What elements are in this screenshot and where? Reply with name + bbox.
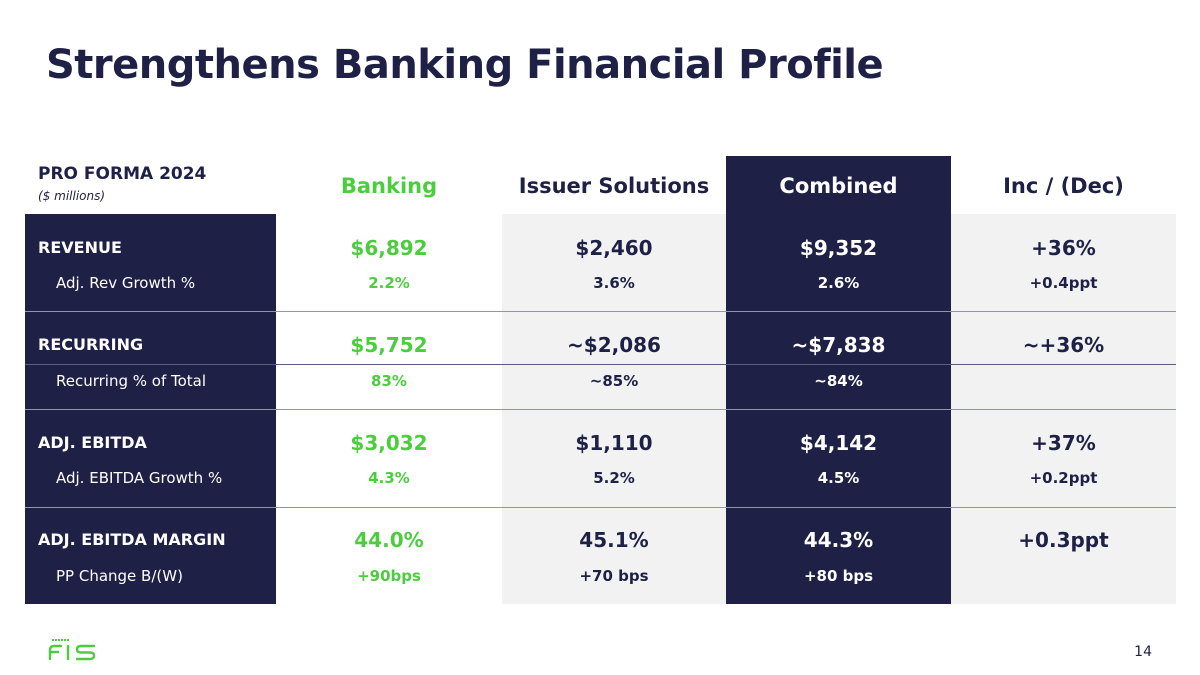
recurring-pct-banking: 83% [371, 372, 407, 390]
ebitda-growth-issuer: 5.2% [593, 469, 635, 487]
revenue-growth-issuer: 3.6% [593, 274, 635, 292]
margin-issuer: 45.1% [579, 528, 649, 552]
row-sublabel-recurring-pct: Recurring % of Total [56, 372, 207, 390]
row-label-adj-ebitda-margin: ADJ. EBITDA MARGIN [38, 530, 226, 549]
row-sublabel-revenue-growth: Adj. Rev Growth % [56, 274, 196, 292]
recurring-combined: ~$7,838 [791, 333, 886, 357]
revenue-banking: $6,892 [350, 236, 428, 260]
column-header-inc-dec: Inc / (Dec) [1003, 174, 1124, 198]
revenue-growth-combined: 2.6% [817, 274, 860, 292]
revenue-inc: +36% [1031, 236, 1096, 260]
column-header-issuer-solutions: Issuer Solutions [518, 174, 710, 198]
pro-forma-label: PRO FORMA 2024 [38, 164, 207, 184]
ebitda-banking: $3,032 [350, 431, 428, 455]
row-label-revenue: REVENUE [38, 238, 122, 257]
row-label-recurring: RECURRING [38, 335, 144, 354]
revenue-growth-banking: 2.2% [368, 274, 410, 292]
ebitda-growth-banking: 4.3% [368, 469, 410, 487]
table-header-label: PRO FORMA 2024 ($ millions) [38, 164, 206, 203]
row-separator [25, 507, 1176, 508]
pp-change-combined: +80 bps [803, 567, 874, 585]
page-number: 14 [1134, 644, 1152, 660]
recurring-issuer: ~$2,086 [567, 333, 661, 357]
recurring-banking: $5,752 [350, 333, 428, 357]
pp-change-issuer: +70 bps [579, 567, 649, 585]
recurring-inc: ~+36% [1022, 333, 1105, 357]
column-header-combined: Combined [779, 174, 898, 198]
fis-logo [48, 639, 96, 661]
row-sublabel-pp-change: PP Change B/(W) [56, 567, 183, 585]
row-separator [25, 409, 1176, 410]
revenue-issuer: $2,460 [575, 236, 653, 260]
revenue-combined: $9,352 [799, 236, 878, 260]
units-label: ($ millions) [38, 189, 106, 203]
ebitda-combined: $4,142 [799, 431, 878, 455]
pp-change-inc [951, 565, 1176, 587]
column-header-banking: Banking [340, 174, 438, 198]
ebitda-growth-combined: 4.5% [817, 469, 860, 487]
page-title: Strengthens Banking Financial Profile [46, 42, 884, 88]
sub-row-separator [25, 364, 1176, 365]
combined-column-background [726, 156, 951, 604]
row-sublabel-ebitda-growth: Adj. EBITDA Growth % [56, 469, 223, 487]
ebitda-growth-inc: +0.2ppt [1029, 469, 1098, 487]
margin-banking: 44.0% [354, 528, 424, 552]
ebitda-issuer: $1,110 [575, 431, 653, 455]
revenue-growth-inc: +0.4ppt [1029, 274, 1098, 292]
row-separator [25, 311, 1176, 312]
pp-change-banking: +90bps [357, 567, 421, 585]
recurring-pct-inc [951, 370, 1176, 392]
row-label-adj-ebitda: ADJ. EBITDA [38, 433, 147, 452]
margin-inc: +0.3ppt [1018, 528, 1109, 552]
recurring-pct-combined: ~84% [814, 372, 863, 390]
margin-combined: 44.3% [803, 528, 874, 552]
ebitda-inc: +37% [1031, 431, 1096, 455]
recurring-pct-issuer: ~85% [589, 372, 639, 390]
